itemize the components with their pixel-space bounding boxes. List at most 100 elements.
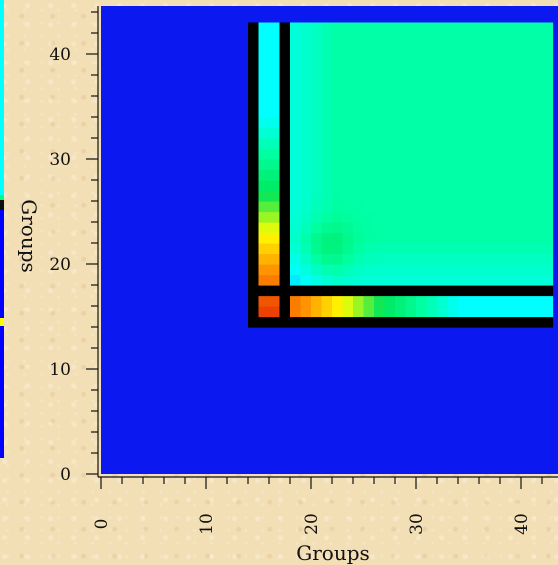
heatmap-cell xyxy=(447,106,459,118)
heatmap-cell xyxy=(542,127,554,139)
heatmap-cell xyxy=(521,243,533,255)
heatmap-cell xyxy=(468,232,480,244)
heatmap-cell xyxy=(479,106,491,118)
heatmap-cell xyxy=(479,33,491,45)
heatmap-cell xyxy=(416,211,428,223)
heatmap-cell xyxy=(468,75,480,87)
heatmap-cell xyxy=(489,117,501,129)
heatmap-cell xyxy=(279,159,291,171)
heatmap-cell xyxy=(395,295,407,307)
heatmap-cell xyxy=(248,127,260,139)
heatmap-cell xyxy=(311,54,323,66)
heatmap-cell xyxy=(353,285,365,297)
heatmap-cell xyxy=(542,285,554,297)
heatmap-cell xyxy=(447,180,459,192)
heatmap-cell xyxy=(363,169,375,181)
heatmap-cell xyxy=(290,316,302,328)
heatmap-cell xyxy=(531,159,543,171)
heatmap-cell xyxy=(416,169,428,181)
heatmap-cell xyxy=(416,180,428,192)
heatmap-cell xyxy=(332,306,344,318)
heatmap-cell xyxy=(311,96,323,108)
heatmap-cell xyxy=(542,274,554,286)
heatmap-cell xyxy=(416,43,428,55)
heatmap-cell xyxy=(531,201,543,213)
heatmap-cell xyxy=(468,243,480,255)
heatmap-cell xyxy=(321,106,333,118)
heatmap-cell xyxy=(426,159,438,171)
heatmap-cell xyxy=(332,22,344,34)
heatmap-cell xyxy=(248,306,260,318)
heatmap-cell xyxy=(458,264,470,276)
heatmap-cell xyxy=(542,85,554,97)
heatmap-cell xyxy=(416,106,428,118)
heatmap-cell xyxy=(405,306,417,318)
heatmap-cell xyxy=(321,190,333,202)
heatmap-cell xyxy=(363,190,375,202)
heatmap-cell xyxy=(342,127,354,139)
heatmap-cell xyxy=(468,127,480,139)
heatmap-cell xyxy=(447,148,459,160)
heatmap-cell xyxy=(248,138,260,150)
heatmap-cell xyxy=(269,201,281,213)
heatmap-cell xyxy=(353,138,365,150)
heatmap-cell xyxy=(353,211,365,223)
heatmap-cell xyxy=(521,180,533,192)
heatmap-cell xyxy=(479,75,491,87)
heatmap-cell xyxy=(531,138,543,150)
heatmap-cell xyxy=(311,274,323,286)
heatmap-cell xyxy=(290,64,302,76)
heatmap-cell xyxy=(521,295,533,307)
heatmap-cell xyxy=(311,264,323,276)
heatmap-cell xyxy=(531,148,543,160)
heatmap-cell xyxy=(468,54,480,66)
heatmap-cell xyxy=(510,85,522,97)
heatmap-cell xyxy=(311,117,323,129)
colorbar-segment xyxy=(0,200,4,210)
heatmap-cell xyxy=(416,75,428,87)
heatmap-cell xyxy=(405,211,417,223)
heatmap-cell xyxy=(384,253,396,265)
heatmap-cell xyxy=(405,75,417,87)
heatmap-cell xyxy=(290,33,302,45)
heatmap-cell xyxy=(510,306,522,318)
heatmap-cell xyxy=(447,159,459,171)
y-tick-labels: 0 10 20 30 40 xyxy=(49,45,71,485)
heatmap-cell xyxy=(332,75,344,87)
heatmap-cell xyxy=(279,127,291,139)
heatmap-cell xyxy=(311,285,323,297)
heatmap-cell xyxy=(489,253,501,265)
heatmap-cell xyxy=(479,43,491,55)
heatmap-cell xyxy=(542,148,554,160)
heatmap-cell xyxy=(311,306,323,318)
heatmap-cell xyxy=(342,169,354,181)
colorbar-segment xyxy=(0,0,4,195)
heatmap-cell xyxy=(542,64,554,76)
heatmap-cell xyxy=(437,159,449,171)
y-tick-label: 0 xyxy=(60,465,71,485)
heatmap-cell xyxy=(542,243,554,255)
heatmap-cell xyxy=(426,316,438,328)
heatmap-cell xyxy=(374,43,386,55)
heatmap-cell xyxy=(248,64,260,76)
heatmap-cell xyxy=(489,274,501,286)
heatmap-cell xyxy=(489,159,501,171)
heatmap-cell xyxy=(437,201,449,213)
heatmap-cell xyxy=(279,117,291,129)
heatmap-cell xyxy=(269,180,281,192)
heatmap-cell xyxy=(395,253,407,265)
heatmap-cell xyxy=(321,43,333,55)
heatmap-cell xyxy=(342,159,354,171)
heatmap-cell xyxy=(542,190,554,202)
heatmap-cell xyxy=(248,222,260,234)
heatmap-cell xyxy=(447,222,459,234)
heatmap-cell xyxy=(290,75,302,87)
heatmap-cell xyxy=(500,22,512,34)
heatmap-cell xyxy=(363,232,375,244)
heatmap-cell xyxy=(269,264,281,276)
heatmap-cell xyxy=(437,285,449,297)
heatmap-cell xyxy=(269,43,281,55)
heatmap-cell xyxy=(300,232,312,244)
heatmap-cell xyxy=(300,169,312,181)
heatmap-cell xyxy=(426,22,438,34)
